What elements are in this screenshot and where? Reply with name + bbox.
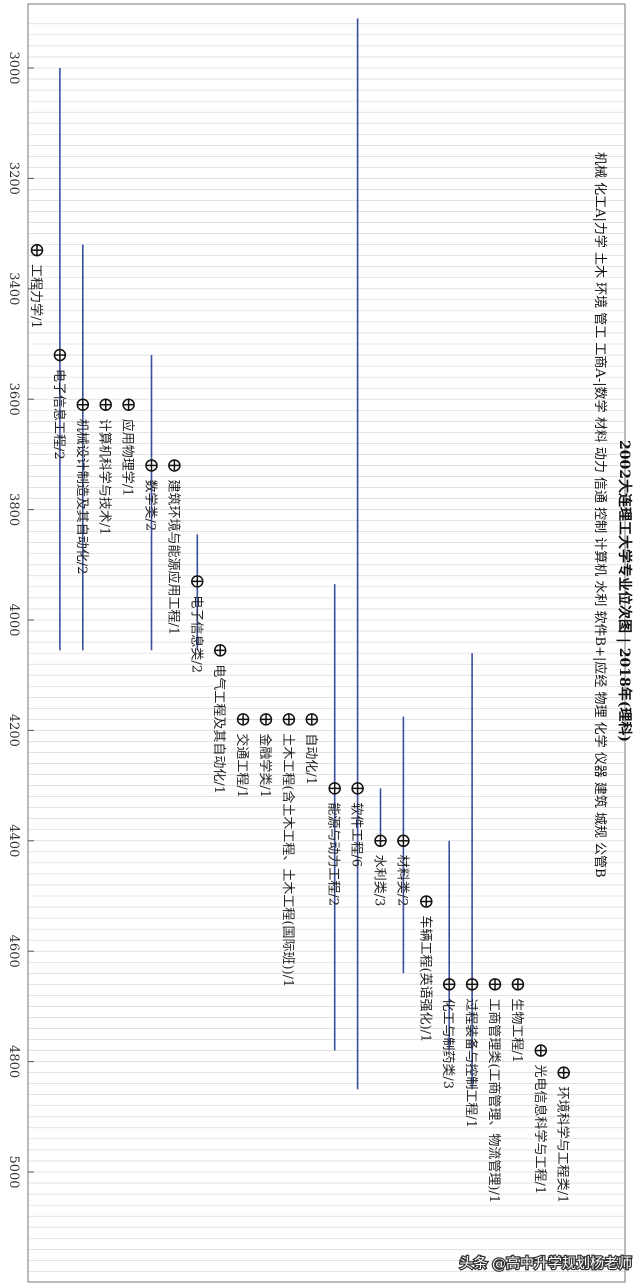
- point-label: 水利类/3: [372, 855, 387, 907]
- chart-title: 2002大连理工大学专业位次图 | 2018年(理科): [616, 440, 633, 742]
- point-markers: [30, 243, 570, 1079]
- chart-subtitle: 机械 化工A|力学 土木 环境 管工 工商A-|数学 材料 动力 信通 控制 计…: [592, 152, 608, 878]
- tick-label: 4800: [6, 1045, 21, 1078]
- watermark: 头条 @高中升学规划杨老师: [460, 1255, 632, 1272]
- point-label: 建筑环境与能源应用工程/1: [165, 479, 181, 635]
- tick-label: 3600: [6, 383, 21, 416]
- tick-label: 4600: [6, 935, 21, 968]
- point-marker: [442, 978, 456, 991]
- tick-label: 4400: [6, 824, 21, 857]
- point-marker: [397, 834, 410, 848]
- point-marker: [168, 459, 181, 472]
- tick-label: 4000: [6, 603, 21, 636]
- point-marker: [282, 713, 296, 726]
- point-label: 化工与制药类/3: [440, 998, 455, 1089]
- point-marker: [465, 978, 479, 991]
- point-marker: [534, 1044, 548, 1057]
- plot-frame: [27, 3, 626, 1283]
- point-marker: [76, 398, 90, 411]
- point-label: 自动化/1: [303, 733, 318, 785]
- point-label: 车辆工程(英语强化)/1: [417, 916, 433, 1043]
- point-label: 过程装备与控制工程/1: [463, 998, 479, 1128]
- point-label: 金融学类/1: [257, 733, 273, 798]
- point-marker: [328, 782, 341, 795]
- point-label: 工程力学/1: [28, 264, 44, 329]
- point-label: 电子信息工程/2: [51, 369, 67, 460]
- point-label: 软件工程/6: [349, 802, 364, 867]
- point-marker: [213, 644, 227, 657]
- grid-lines: [29, 23, 624, 1272]
- tick-label: 3200: [6, 162, 21, 195]
- point-label: 生物工程/1: [509, 998, 524, 1063]
- tick-label: 4200: [6, 714, 21, 747]
- y-axis-ticks: 3000 3200 3400 3600 3800 4000 4200 4400 4600 4800…: [6, 51, 34, 1189]
- point-marker: [420, 895, 433, 908]
- point-marker: [53, 348, 67, 362]
- range-lines: [59, 18, 473, 1090]
- point-marker: [557, 1066, 570, 1079]
- point-marker: [122, 398, 135, 411]
- point-marker: [511, 978, 525, 991]
- tick-label: 3800: [6, 493, 21, 526]
- point-label: 土木工程(含土木工程、土木工程(国际班))/1: [280, 733, 296, 987]
- point-label: 数学类/2: [143, 479, 159, 531]
- point-marker: [191, 575, 204, 588]
- point-marker: [236, 713, 250, 726]
- point-marker: [305, 713, 319, 726]
- point-label: 光电信息科学与工程/1: [532, 1065, 548, 1195]
- point-label: 工商管理类(工商管理、物流管理)/1: [486, 998, 501, 1203]
- point-marker: [259, 713, 273, 726]
- point-marker: [351, 782, 364, 795]
- tick-label: 3400: [6, 272, 21, 305]
- point-marker: [99, 398, 112, 411]
- point-labels: 工程力学/1 电子信息工程/2 机械设计制造及其自动化/2 计算机科学与技术/1 应用物…: [28, 264, 571, 1203]
- point-marker: [145, 459, 158, 472]
- point-marker: [374, 834, 387, 848]
- point-label: 机械设计制造及其自动化/2: [74, 419, 89, 575]
- point-marker: [30, 243, 44, 257]
- tick-label: 5000: [6, 1155, 21, 1188]
- tick-label: 3000: [6, 51, 21, 84]
- point-label: 应用物理学/1: [120, 419, 136, 497]
- point-label: 电子信息类/2: [188, 595, 204, 673]
- point-marker: [488, 978, 502, 991]
- point-label: 电气工程及其自动化/1: [211, 664, 227, 794]
- point-label: 计算机科学与技术/1: [97, 419, 113, 536]
- point-label: 材料类/2: [394, 855, 409, 907]
- point-label: 能源与动力工程/2: [326, 802, 341, 906]
- point-label: 环境科学与工程类/1: [555, 1087, 571, 1204]
- point-label: 交通工程/1: [234, 733, 250, 798]
